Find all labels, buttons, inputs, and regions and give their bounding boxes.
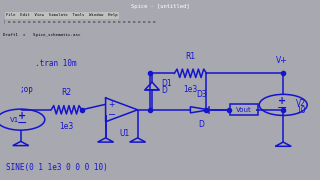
Text: V2: V2 [296, 99, 306, 108]
Text: Spice - [untitled]: Spice - [untitled] [131, 4, 189, 9]
Text: D: D [162, 86, 167, 95]
Text: −: − [17, 117, 28, 130]
Text: Draft1  ×   Spice_schematic.asc: Draft1 × Spice_schematic.asc [3, 33, 81, 37]
Text: .tran 10m: .tran 10m [35, 59, 77, 68]
Text: 10: 10 [296, 106, 306, 115]
Text: 1e3: 1e3 [183, 85, 197, 94]
Text: −: − [108, 110, 116, 120]
Text: ;op: ;op [19, 85, 33, 94]
Text: V+: V+ [276, 56, 287, 65]
Text: R2: R2 [61, 88, 71, 97]
Text: | ◻ ◻ ◻ ◻ ◻ ◻ ◻ ◻ ◻ ◻ ◻ ◻ ◻ ◻ ◻ ◻ ◻ ◻ ◻ ◻ ◻ ◻ ◻ ◻ ◻ ◻ ◻ ◻ ◻ ◻: | ◻ ◻ ◻ ◻ ◻ ◻ ◻ ◻ ◻ ◻ ◻ ◻ ◻ ◻ ◻ ◻ ◻ ◻ ◻ … [3, 20, 158, 24]
Text: File  Edit  View  Simulate  Tools  Window  Help: File Edit View Simulate Tools Window Hel… [6, 13, 118, 17]
Text: +: + [18, 111, 27, 121]
Text: D3: D3 [196, 90, 207, 99]
Text: −: − [276, 102, 287, 115]
Text: SINE(0 1 1e3 0 0 0 10): SINE(0 1 1e3 0 0 0 10) [6, 163, 108, 172]
Text: Vout: Vout [236, 107, 252, 113]
Text: +: + [108, 100, 115, 109]
Text: R1: R1 [185, 52, 196, 61]
Text: U1: U1 [120, 129, 130, 138]
Text: D1: D1 [162, 79, 172, 88]
Text: +: + [277, 96, 286, 106]
Text: 1e3: 1e3 [59, 122, 74, 131]
Text: V1: V1 [10, 117, 19, 123]
Text: D: D [199, 120, 204, 129]
